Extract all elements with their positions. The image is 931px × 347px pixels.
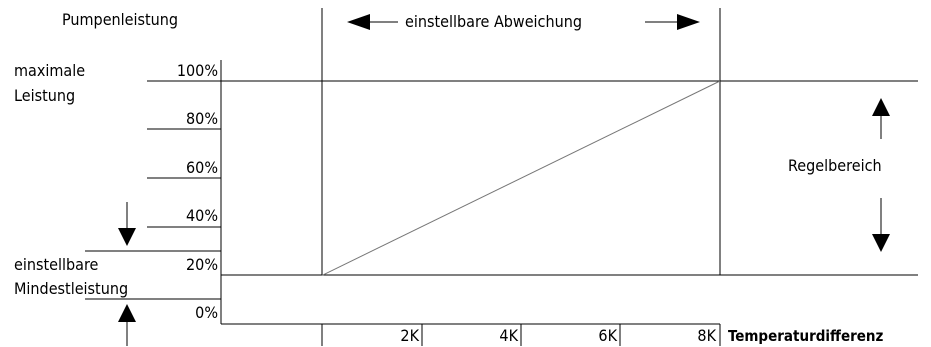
min-label-line2: Mindestleistung <box>14 279 129 298</box>
y-tick-label-20: 20% <box>186 255 218 274</box>
pump-characteristic-line <box>321 80 721 276</box>
range-arrow-up-head <box>872 98 890 116</box>
deviation-arrow-right-head <box>677 14 700 30</box>
min-arrow-down-head <box>118 228 136 246</box>
deviation-arrow-left-head <box>347 14 370 30</box>
control-range-label: Regelbereich <box>788 156 882 175</box>
y-tick-label-40: 40% <box>186 206 218 225</box>
min-arrow-up-head <box>118 304 136 322</box>
min-label-line1: einstellbare <box>14 255 99 274</box>
range-arrow-down-head <box>872 234 890 252</box>
x-tick-label-6k: 6K <box>598 326 617 345</box>
x-tick-label-4k: 4K <box>499 326 518 345</box>
max-label-line2: Leistung <box>14 86 76 105</box>
y-axis-title: Pumpenleistung <box>62 10 179 29</box>
y-tick-label-0: 0% <box>195 303 218 322</box>
x-tick-label-2k: 2K <box>400 326 419 345</box>
x-tick-label-8k: 8K <box>697 326 716 345</box>
x-axis-title: Temperaturdifferenz <box>728 327 884 345</box>
y-tick-label-60: 60% <box>186 158 218 177</box>
y-tick-label-80: 80% <box>186 109 218 128</box>
max-label-line1: maximale <box>14 61 86 80</box>
deviation-label: einstellbare Abweichung <box>405 12 582 31</box>
y-tick-label-100: 100% <box>176 61 218 80</box>
